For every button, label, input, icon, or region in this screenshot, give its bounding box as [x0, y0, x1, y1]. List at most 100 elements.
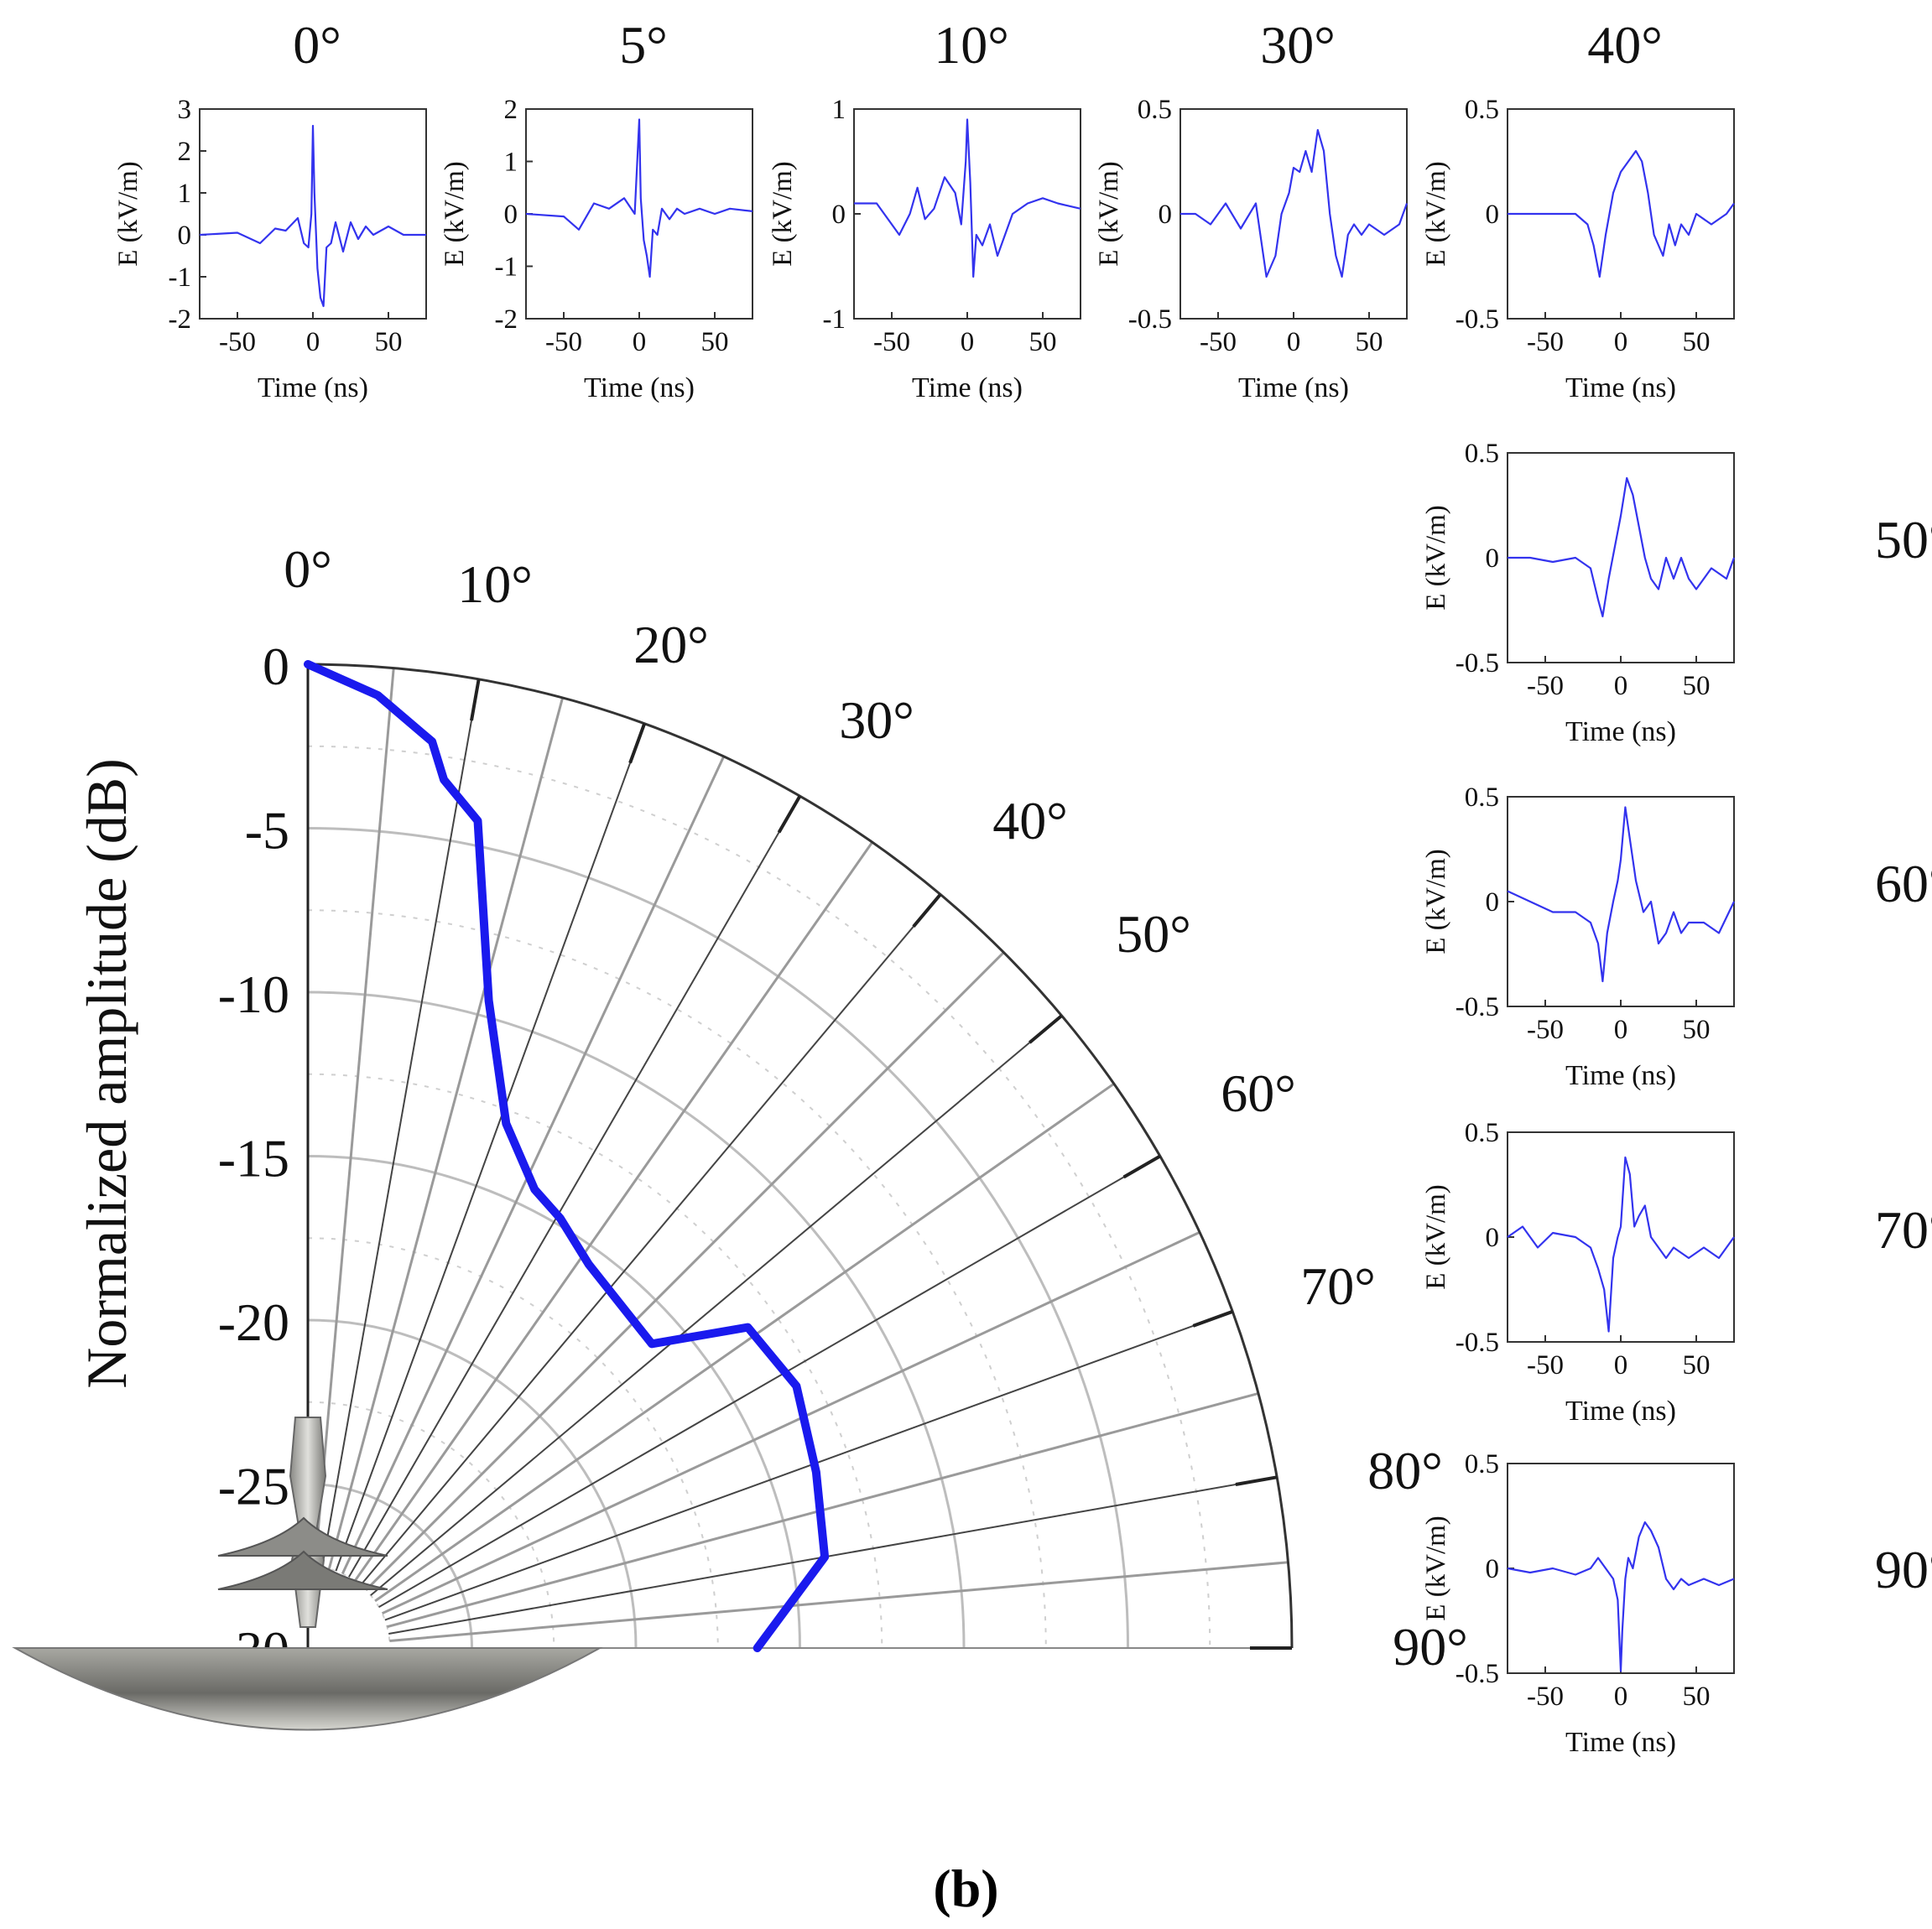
y-tick-label: -0.5 — [1456, 304, 1499, 335]
y-tick-label: 1 — [504, 148, 518, 178]
chart-title: 50° — [1875, 510, 1932, 569]
y-axis-label: E (kV/m) — [1421, 1184, 1451, 1290]
waveform-line — [1180, 128, 1409, 278]
y-tick-label: -0.5 — [1456, 1328, 1499, 1358]
plot-frame — [1507, 452, 1735, 663]
y-axis-label: E (kV/m) — [768, 161, 798, 267]
grid-spoke — [374, 1082, 1115, 1603]
x-tick-label: -50 — [545, 327, 582, 357]
grid-spoke — [320, 679, 480, 1568]
reflector-dish — [12, 1647, 603, 1731]
y-tick-label: 0.5 — [1465, 783, 1499, 813]
angle-tick-label: 0° — [284, 539, 332, 599]
y-axis-label: E (kV/m) — [1421, 1516, 1451, 1621]
radial-tick-label: -5 — [245, 801, 289, 861]
x-axis-label: Time (ns) — [1565, 1727, 1676, 1758]
y-tick-label: 0 — [1486, 1223, 1500, 1253]
chart-title: 30° — [1260, 15, 1336, 75]
x-axis-label: Time (ns) — [1565, 372, 1676, 403]
angle-tick-label: 30° — [839, 690, 914, 750]
x-tick-label: 50 — [1683, 1015, 1711, 1045]
y-tick-label: 2 — [504, 95, 518, 125]
waveform-chart: -50 0 50 0.5 0 -0.5 Time (ns) E (kV/m) 90° — [1421, 1449, 1932, 1758]
angle-tick-label: 20° — [633, 615, 709, 674]
x-tick-label: 0 — [1287, 327, 1301, 357]
x-axis-label: Time (ns) — [1565, 1396, 1676, 1427]
x-tick-label: -50 — [873, 327, 910, 357]
x-tick-label: 50 — [1683, 327, 1711, 357]
radial-tick-label: 0 — [263, 637, 289, 696]
y-axis-label: E (kV/m) — [1421, 161, 1451, 267]
y-axis-label: E (kV/m) — [113, 161, 143, 267]
grid-spoke — [381, 1230, 1200, 1615]
angle-tick-label: 80° — [1367, 1441, 1443, 1500]
grid-spoke — [389, 1561, 1289, 1642]
angle-tick-label: 40° — [992, 791, 1068, 850]
grid-spoke — [341, 756, 726, 1575]
chart-title: 10° — [934, 15, 1009, 75]
x-axis-label: Time (ns) — [584, 372, 695, 403]
y-tick-label: 0.5 — [1465, 1449, 1499, 1479]
angle-tick — [1028, 1014, 1063, 1044]
x-tick-label: -50 — [1527, 1015, 1564, 1045]
chart-title: 40° — [1587, 15, 1663, 75]
radial-tick-label: -10 — [218, 964, 289, 1024]
antenna-illustration — [12, 1417, 603, 1731]
waveform-line — [199, 124, 426, 308]
x-tick-label: 0 — [306, 327, 320, 357]
outer-arc — [307, 663, 1294, 1649]
angle-tick-label: 50° — [1116, 904, 1191, 964]
plot-frame — [1180, 108, 1408, 320]
x-tick-label: 50 — [1029, 327, 1057, 357]
x-tick-label: -50 — [1527, 327, 1564, 357]
polar-ylabel: Normalized amplitude (dB) — [75, 758, 138, 1389]
x-tick-label: -50 — [219, 327, 256, 357]
angle-tick-label: 60° — [1221, 1063, 1296, 1123]
polar-chart: 0-5-10-15-20-25-300°10°20°30°40°50°60°70… — [12, 539, 1468, 1731]
y-tick-label: 0.5 — [1465, 439, 1499, 469]
y-tick-label: 0 — [1486, 543, 1500, 574]
angle-tick — [912, 893, 942, 928]
waveform-line — [1508, 476, 1736, 618]
y-tick-label: -0.5 — [1128, 304, 1172, 335]
antenna-cone-upper — [217, 1516, 388, 1557]
x-axis-label: Time (ns) — [1565, 1060, 1676, 1091]
waveform-line — [1507, 1521, 1735, 1672]
grid-spoke — [384, 1310, 1233, 1621]
waveform-chart: -50 0 50 3 2 1 0 -1 -2 Time (ns) E (kV/m) 0° — [113, 15, 427, 403]
x-tick-label: -50 — [1527, 1350, 1564, 1380]
grid-spoke — [353, 841, 874, 1582]
waveform-chart: -50 0 50 0.5 0 -0.5 Time (ns) E (kV/m) 30° — [1094, 15, 1409, 403]
angle-tick-label: 70° — [1300, 1256, 1376, 1316]
grid-arc-minor — [307, 1237, 719, 1649]
y-tick-label: 1 — [178, 179, 192, 209]
y-tick-label: 1 — [832, 95, 846, 125]
x-tick-label: 0 — [961, 327, 975, 357]
x-tick-label: 50 — [701, 327, 729, 357]
waveform-chart: -50 0 50 0.5 0 -0.5 Time (ns) E (kV/m) 70° — [1421, 1118, 1932, 1427]
x-tick-label: 0 — [1614, 1350, 1628, 1380]
y-tick-label: 0 — [832, 200, 846, 230]
x-tick-label: 50 — [1683, 1682, 1711, 1712]
y-tick-label: 3 — [178, 95, 192, 125]
waveform-line — [854, 118, 1081, 278]
y-tick-label: 0 — [1486, 200, 1500, 230]
y-axis-label: E (kV/m) — [440, 161, 470, 267]
waveform-chart: -50 0 50 2 1 0 -1 -2 Time (ns) E (kV/m) 5° — [440, 15, 753, 403]
x-axis-label: Time (ns) — [1238, 372, 1349, 403]
plot-frame — [1507, 796, 1735, 1007]
y-tick-label: 0.5 — [1138, 95, 1172, 125]
chart-title: 90° — [1875, 1540, 1932, 1599]
chart-title: 5° — [619, 15, 668, 75]
radial-tick-label: -25 — [218, 1457, 289, 1516]
waveform-line — [1507, 1156, 1735, 1333]
grid-spoke — [335, 723, 646, 1572]
angle-tick — [777, 795, 802, 834]
angle-tick — [1235, 1475, 1278, 1486]
x-axis-label: Time (ns) — [912, 372, 1023, 403]
chart-title: 70° — [1875, 1200, 1932, 1260]
y-tick-label: 0.5 — [1465, 95, 1499, 125]
waveform-chart: -50 0 50 0.5 0 -0.5 Time (ns) E (kV/m) 60° — [1421, 783, 1932, 1091]
y-tick-label: -1 — [495, 252, 518, 283]
